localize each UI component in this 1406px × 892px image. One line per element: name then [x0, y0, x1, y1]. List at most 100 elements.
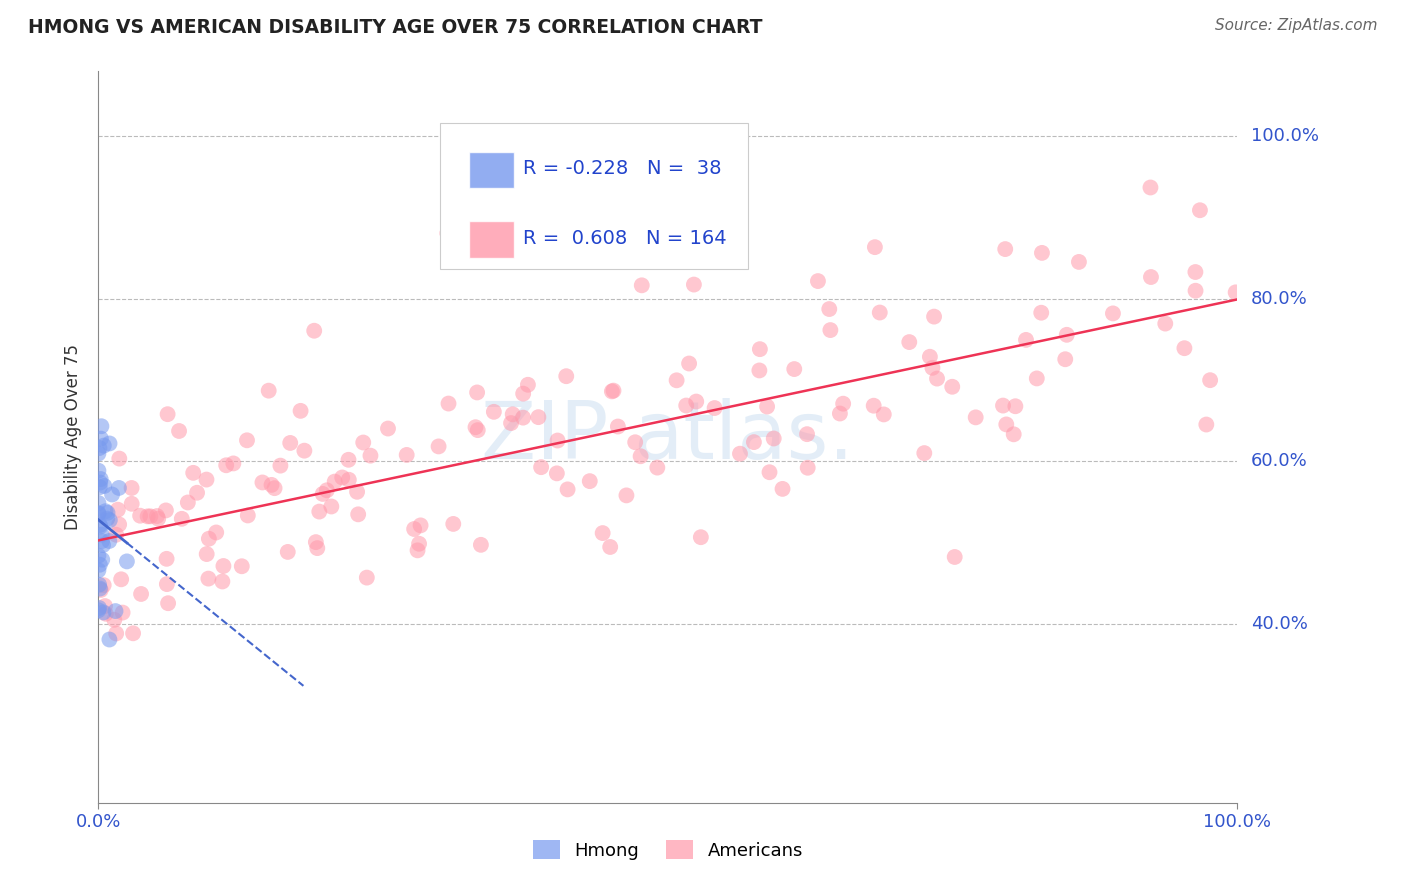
Point — [1199, 373, 1222, 387]
Point — [308, 505, 330, 519]
Point — [665, 373, 688, 387]
Point — [212, 559, 235, 574]
Point — [236, 508, 259, 523]
Point — [1173, 341, 1195, 355]
Point — [898, 335, 921, 350]
Point — [93, 578, 115, 592]
Point — [869, 305, 891, 319]
Point — [290, 404, 312, 418]
Point — [104, 604, 127, 618]
Point — [108, 517, 131, 532]
Point — [231, 559, 253, 574]
Point — [129, 587, 152, 601]
Point — [94, 504, 117, 518]
Point — [748, 363, 770, 377]
Point — [87, 549, 110, 563]
Point — [87, 496, 110, 510]
Point — [512, 410, 534, 425]
Point — [337, 473, 360, 487]
Point — [1195, 417, 1218, 432]
Point — [129, 508, 152, 523]
Point — [197, 572, 219, 586]
Point — [995, 417, 1018, 432]
Point — [155, 503, 177, 517]
Point — [862, 399, 884, 413]
Point — [404, 522, 426, 536]
Point — [186, 485, 208, 500]
Point — [678, 357, 700, 371]
Point — [89, 582, 111, 596]
Point — [742, 435, 765, 450]
Point — [122, 626, 145, 640]
Point — [87, 507, 110, 521]
Point — [467, 423, 489, 437]
Point — [315, 483, 337, 498]
Point — [1067, 255, 1090, 269]
Point — [87, 603, 110, 617]
Point — [783, 362, 806, 376]
Legend: Hmong, Americans: Hmong, Americans — [526, 833, 810, 867]
Point — [758, 465, 780, 479]
Point — [111, 606, 134, 620]
Point — [796, 427, 818, 442]
Point — [323, 475, 346, 489]
Point — [156, 577, 179, 591]
Text: R =  0.608   N = 164: R = 0.608 N = 164 — [523, 228, 727, 248]
Point — [748, 342, 770, 356]
Point — [406, 543, 429, 558]
Point — [136, 509, 159, 524]
Point — [1140, 270, 1163, 285]
Point — [110, 572, 132, 586]
Point — [756, 400, 779, 414]
Point — [685, 394, 707, 409]
Point — [307, 541, 329, 555]
Point — [728, 447, 751, 461]
Point — [359, 449, 381, 463]
Point — [555, 369, 578, 384]
Point — [994, 242, 1017, 256]
Point — [807, 274, 830, 288]
Point — [356, 571, 378, 585]
Point — [87, 464, 110, 478]
Point — [395, 448, 418, 462]
Point — [96, 506, 118, 520]
FancyBboxPatch shape — [440, 122, 748, 268]
Point — [101, 487, 124, 501]
Text: ZIP atlas.: ZIP atlas. — [481, 398, 855, 476]
Point — [167, 424, 190, 438]
Point — [616, 488, 638, 502]
Point — [409, 518, 432, 533]
Point — [146, 509, 169, 524]
Point — [90, 527, 112, 541]
Point — [1102, 306, 1125, 320]
Point — [602, 384, 624, 398]
Point — [1225, 285, 1247, 300]
Text: HMONG VS AMERICAN DISABILITY AGE OVER 75 CORRELATION CHART: HMONG VS AMERICAN DISABILITY AGE OVER 75… — [28, 18, 762, 37]
Point — [90, 419, 112, 434]
Point — [139, 509, 162, 524]
Point — [703, 401, 725, 415]
Point — [89, 518, 111, 533]
Point — [578, 474, 600, 488]
Point — [547, 434, 569, 448]
Point — [683, 277, 706, 292]
Point — [557, 483, 579, 497]
Point — [1004, 399, 1026, 413]
Point — [89, 480, 111, 494]
Point — [211, 574, 233, 589]
Point — [482, 405, 505, 419]
Point — [546, 467, 568, 481]
Point — [1054, 352, 1077, 367]
Point — [377, 421, 399, 435]
Point — [195, 473, 218, 487]
Point — [832, 397, 855, 411]
Point — [941, 380, 963, 394]
Point — [499, 416, 522, 430]
Point — [796, 460, 818, 475]
Point — [530, 460, 553, 475]
Point — [437, 396, 460, 410]
Point — [215, 458, 238, 473]
Point — [630, 449, 652, 463]
Point — [277, 545, 299, 559]
Point — [1188, 203, 1211, 218]
